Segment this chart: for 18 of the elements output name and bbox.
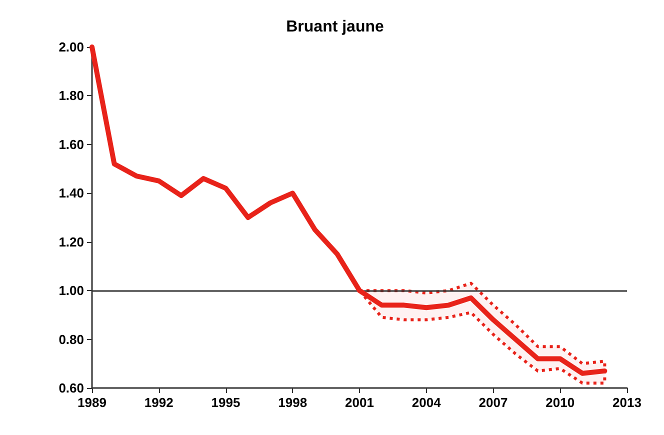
chart-title: Bruant jaune — [286, 18, 384, 36]
y-tick-label: 0.80 — [58, 332, 84, 347]
x-tick-label: 2013 — [612, 395, 642, 410]
y-tick-label: 1.40 — [58, 186, 84, 201]
y-tick-label: 1.60 — [58, 136, 84, 152]
x-tick-label: 2004 — [412, 395, 442, 410]
x-tick-label: 2010 — [546, 395, 575, 410]
x-tick-label: 2007 — [478, 395, 508, 410]
x-tick-label: 2001 — [345, 395, 374, 410]
y-tick-label: 1.80 — [58, 88, 84, 104]
y-tick-label: 1.20 — [58, 234, 84, 250]
x-tick-label: 1989 — [78, 395, 106, 410]
x-tick-label: 1995 — [211, 395, 240, 410]
x-tick-label: 1998 — [278, 395, 308, 410]
y-tick-label: 0.60 — [58, 380, 84, 396]
y-tick-label: 2.00 — [58, 40, 84, 54]
x-tick-label: 1992 — [144, 395, 174, 410]
y-tick-label: 1.00 — [58, 283, 84, 298]
